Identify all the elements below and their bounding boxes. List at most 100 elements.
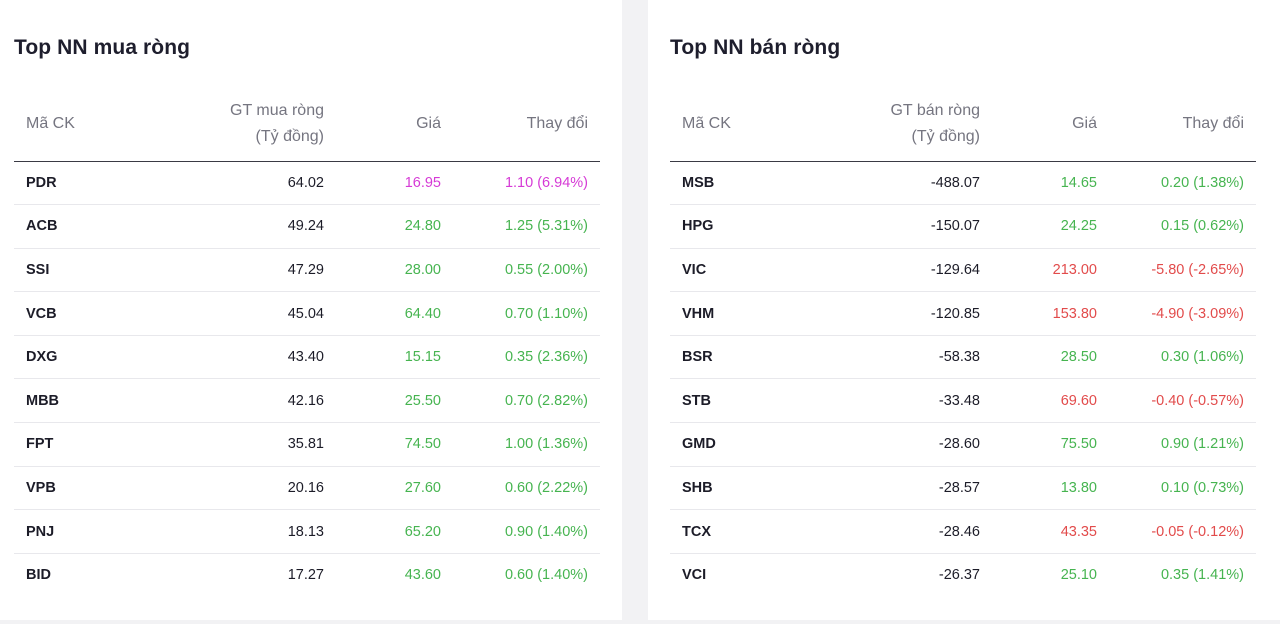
net-value: 43.40: [164, 335, 324, 380]
table-row[interactable]: GMD -28.60 75.50 0.90 (1.21%): [670, 422, 1256, 467]
stock-symbol[interactable]: PNJ: [14, 509, 164, 554]
net-value: 49.24: [164, 204, 324, 249]
table-row[interactable]: MSB -488.07 14.65 0.20 (1.38%): [670, 161, 1256, 206]
price: 24.80: [324, 204, 441, 249]
price: 74.50: [324, 422, 441, 467]
price: 25.10: [1060, 567, 1097, 584]
header-change: Thay đổi: [441, 88, 600, 162]
price-change: 0.90 (1.40%): [441, 509, 600, 554]
stock-symbol[interactable]: STB: [670, 378, 820, 424]
net-value: 45.04: [164, 291, 324, 336]
stock-symbol[interactable]: MBB: [14, 378, 164, 424]
net-sell-table: Mã CK GT bán ròng (Tỷ đồng) Giá Thay đổi…: [670, 88, 1256, 597]
net-value: -58.38: [820, 335, 980, 380]
table-row[interactable]: VCI -26.37 25.10 0.35 (1.41%): [670, 553, 1256, 597]
table-row[interactable]: HPG -150.07 24.25 0.15 (0.62%): [670, 204, 1256, 249]
table-row[interactable]: PNJ 18.13 65.20 0.90 (1.40%): [14, 509, 600, 554]
net-value: -120.85: [820, 291, 980, 336]
net-value: 42.16: [164, 378, 324, 424]
price: 25.50: [324, 378, 441, 424]
header-net-value-unit: (Tỷ đồng): [911, 128, 980, 146]
price-change: -5.80 (-2.65%): [1097, 248, 1256, 293]
price-change: 1.10 (6.94%): [441, 161, 600, 206]
table-header-row: Mã CK GT bán ròng (Tỷ đồng) Giá Thay đổi: [670, 88, 1256, 162]
price-change: 0.20 (1.38%): [1097, 161, 1256, 206]
table-row[interactable]: ACB 49.24 24.80 1.25 (5.31%): [14, 204, 600, 249]
stock-symbol[interactable]: VCB: [14, 291, 164, 336]
stock-symbol[interactable]: VPB: [14, 466, 164, 511]
stock-symbol[interactable]: PDR: [14, 161, 164, 206]
stock-symbol[interactable]: BSR: [670, 335, 820, 380]
price: 24.25: [980, 204, 1097, 249]
price: 13.80: [980, 466, 1097, 511]
header-net-value: GT bán ròng (Tỷ đồng): [820, 88, 980, 162]
table-row[interactable]: MBB 42.16 25.50 0.70 (2.82%): [14, 378, 600, 424]
net-value: 18.13: [164, 509, 324, 554]
stock-symbol[interactable]: HPG: [670, 204, 820, 249]
top-foreign-net-buy-panel: Top NN mua ròng Mã CK GT mua ròng (Tỷ đồ…: [0, 0, 622, 620]
header-change: Thay đổi: [1097, 88, 1256, 162]
stock-symbol[interactable]: VCI: [682, 567, 707, 584]
stock-symbol[interactable]: BID: [26, 567, 51, 584]
net-sell-table-body: MSB -488.07 14.65 0.20 (1.38%) HPG -150.07 24.…: [670, 161, 1256, 597]
stock-symbol[interactable]: VHM: [670, 291, 820, 336]
net-value: 17.27: [287, 567, 324, 584]
table-row[interactable]: TCX -28.46 43.35 -0.05 (-0.12%): [670, 509, 1256, 554]
stock-symbol[interactable]: SSI: [14, 248, 164, 293]
net-value: -28.46: [820, 509, 980, 554]
table-row[interactable]: SHB -28.57 13.80 0.10 (0.73%): [670, 466, 1256, 511]
stock-symbol[interactable]: FPT: [14, 422, 164, 467]
header-symbol: Mã CK: [670, 88, 820, 162]
price-change: 0.10 (0.73%): [1097, 466, 1256, 511]
price: 43.60: [404, 567, 441, 584]
price-change: 0.60 (2.22%): [441, 466, 600, 511]
table-row[interactable]: FPT 35.81 74.50 1.00 (1.36%): [14, 422, 600, 467]
table-row[interactable]: VPB 20.16 27.60 0.60 (2.22%): [14, 466, 600, 511]
price-change: 0.70 (1.10%): [441, 291, 600, 336]
price: 43.35: [980, 509, 1097, 554]
table-row[interactable]: PDR 64.02 16.95 1.10 (6.94%): [14, 161, 600, 206]
price-change: 0.90 (1.21%): [1097, 422, 1256, 467]
stock-symbol[interactable]: TCX: [670, 509, 820, 554]
table-row[interactable]: BSR -58.38 28.50 0.30 (1.06%): [670, 335, 1256, 380]
price: 213.00: [980, 248, 1097, 293]
net-value: 35.81: [164, 422, 324, 467]
table-row[interactable]: DXG 43.40 15.15 0.35 (2.36%): [14, 335, 600, 380]
price-change: 0.70 (2.82%): [441, 378, 600, 424]
stock-symbol[interactable]: VIC: [670, 248, 820, 293]
header-price: Giá: [980, 88, 1097, 162]
panel-title: Top NN bán ròng: [670, 36, 841, 59]
stock-symbol[interactable]: MSB: [670, 161, 820, 206]
header-net-value: GT mua ròng (Tỷ đồng): [164, 88, 324, 162]
stock-symbol[interactable]: GMD: [670, 422, 820, 467]
panel-title: Top NN mua ròng: [14, 36, 191, 59]
table-row[interactable]: BID 17.27 43.60 0.60 (1.40%): [14, 553, 600, 597]
table-row[interactable]: VCB 45.04 64.40 0.70 (1.10%): [14, 291, 600, 336]
stock-symbol[interactable]: SHB: [670, 466, 820, 511]
table-row[interactable]: VIC -129.64 213.00 -5.80 (-2.65%): [670, 248, 1256, 293]
table-row[interactable]: STB -33.48 69.60 -0.40 (-0.57%): [670, 378, 1256, 424]
price: 64.40: [324, 291, 441, 336]
net-value: -150.07: [820, 204, 980, 249]
net-value: 47.29: [164, 248, 324, 293]
price: 27.60: [324, 466, 441, 511]
price: 65.20: [324, 509, 441, 554]
price-change: 1.00 (1.36%): [441, 422, 600, 467]
header-net-value-unit: (Tỷ đồng): [255, 128, 324, 146]
stock-symbol[interactable]: ACB: [14, 204, 164, 249]
price: 153.80: [980, 291, 1097, 336]
table-row[interactable]: VHM -120.85 153.80 -4.90 (-3.09%): [670, 291, 1256, 336]
price-change: 0.15 (0.62%): [1097, 204, 1256, 249]
price: 15.15: [324, 335, 441, 380]
net-value: -26.37: [938, 567, 980, 584]
price: 16.95: [324, 161, 441, 206]
price-change: -0.05 (-0.12%): [1097, 509, 1256, 554]
price-change: -0.40 (-0.57%): [1097, 378, 1256, 424]
net-value: -28.57: [820, 466, 980, 511]
table-row[interactable]: SSI 47.29 28.00 0.55 (2.00%): [14, 248, 600, 293]
net-value: -129.64: [820, 248, 980, 293]
stock-symbol[interactable]: DXG: [14, 335, 164, 380]
table-header-row: Mã CK GT mua ròng (Tỷ đồng) Giá Thay đổi: [14, 88, 600, 162]
price-change: 0.35 (1.41%): [1160, 567, 1244, 584]
net-value: 64.02: [164, 161, 324, 206]
